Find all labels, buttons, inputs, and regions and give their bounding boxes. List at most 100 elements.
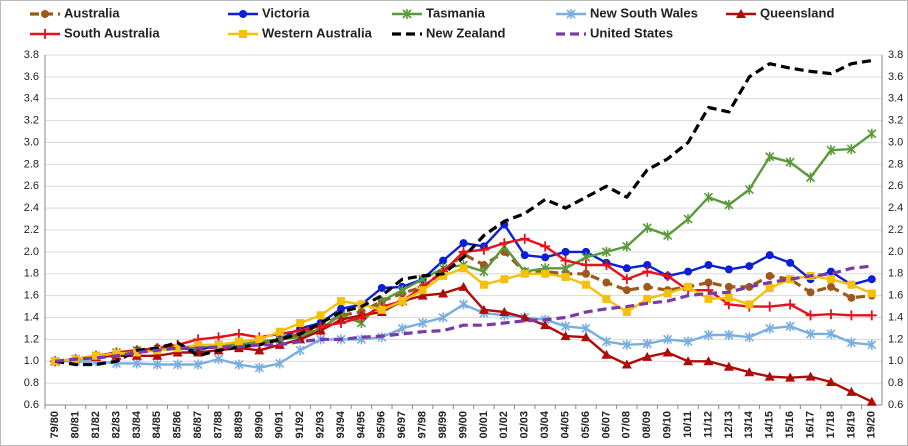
y2-tick-label: 3.6 <box>888 71 903 83</box>
marker <box>356 312 367 323</box>
marker <box>724 282 733 291</box>
y-tick-label: 1.6 <box>24 290 39 302</box>
x-tick-label: 90/91 <box>274 411 286 439</box>
x-tick-label: 18/19 <box>845 411 857 439</box>
y-tick-label: 3.6 <box>24 71 39 83</box>
y-tick-label: 2.4 <box>24 202 39 214</box>
marker <box>213 354 224 365</box>
marker <box>663 230 673 241</box>
x-tick-label: 96/97 <box>396 411 408 439</box>
x-tick-label: 80/81 <box>70 411 82 439</box>
x-tick-label: 97/98 <box>417 411 429 439</box>
y-tick-label: 0.8 <box>24 377 39 389</box>
marker <box>194 340 203 349</box>
marker <box>785 299 796 310</box>
legend-label: New Zealand <box>426 25 506 40</box>
marker <box>581 280 590 289</box>
marker <box>684 267 693 276</box>
marker <box>703 356 714 366</box>
y-tick-label: 3.0 <box>24 136 39 148</box>
y-tick-label: 3.8 <box>24 49 39 61</box>
marker <box>213 332 224 343</box>
marker <box>398 297 407 306</box>
x-tick-label: 04/05 <box>559 411 571 439</box>
marker <box>439 256 448 265</box>
marker <box>703 192 714 203</box>
marker <box>439 271 448 280</box>
marker <box>41 10 49 18</box>
marker <box>566 9 576 19</box>
marker <box>723 361 734 371</box>
marker <box>581 323 591 334</box>
legend-label: Western Australia <box>262 25 373 40</box>
x-tick-label: 06/07 <box>600 411 612 439</box>
x-tick-label: 85/86 <box>172 411 184 439</box>
x-tick-label: 05/06 <box>580 411 592 439</box>
marker <box>806 288 815 297</box>
marker <box>459 239 468 248</box>
marker <box>152 350 163 360</box>
y-tick-label: 2.2 <box>24 224 39 236</box>
marker <box>580 332 591 342</box>
y2-tick-label: 1.6 <box>888 290 903 302</box>
marker <box>397 323 407 334</box>
marker <box>40 29 50 39</box>
x-tick-label: 81/82 <box>90 411 102 439</box>
marker <box>867 289 876 298</box>
y-tick-label: 2.0 <box>24 246 39 258</box>
marker <box>724 293 733 302</box>
marker <box>736 9 746 18</box>
marker <box>846 386 857 396</box>
marker <box>622 339 632 350</box>
x-tick-label: 88/89 <box>233 411 245 439</box>
marker <box>478 244 489 255</box>
marker <box>846 144 856 155</box>
marker <box>337 297 346 306</box>
marker <box>499 307 510 317</box>
x-tick-label: 19/20 <box>866 411 878 439</box>
y-tick-label: 3.2 <box>24 115 39 127</box>
x-tick-label: 86/87 <box>192 411 204 439</box>
marker <box>397 285 407 296</box>
marker <box>500 275 509 284</box>
marker <box>479 280 488 289</box>
marker <box>846 310 857 321</box>
series-line <box>54 58 873 367</box>
legend: Australia Victoria Tasmania New South Wales… <box>30 5 834 40</box>
y2-tick-label: 3.8 <box>888 49 903 61</box>
marker <box>519 233 530 244</box>
legend-label: New South Wales <box>590 5 698 20</box>
marker <box>520 251 529 260</box>
marker <box>683 336 693 347</box>
marker <box>173 359 183 370</box>
marker <box>764 301 775 312</box>
legend-label: United States <box>590 25 673 40</box>
x-tick-label: 82/83 <box>110 411 122 439</box>
x-tick-label: 99/00 <box>457 411 469 439</box>
marker <box>805 172 816 183</box>
marker <box>233 328 244 339</box>
x-tick-label: 07/08 <box>621 411 633 439</box>
x-tick-label: 98/99 <box>437 411 449 439</box>
y2-tick-label: 2.0 <box>888 246 903 258</box>
x-tick-label: 89/90 <box>253 411 265 439</box>
marker <box>785 321 795 332</box>
y2-tick-label: 2.8 <box>888 158 903 170</box>
marker <box>418 286 427 295</box>
marker <box>580 260 591 270</box>
marker <box>642 351 653 361</box>
marker <box>704 294 713 303</box>
marker <box>704 261 713 269</box>
x-tick-label: 92/93 <box>315 411 327 439</box>
marker <box>826 275 835 284</box>
marker <box>402 9 412 19</box>
marker <box>642 266 653 277</box>
x-tick-label: 83/84 <box>131 410 143 438</box>
marker <box>239 30 247 38</box>
x-tick-label: 13/14 <box>743 410 755 438</box>
y2-tick-label: 0.8 <box>888 377 903 389</box>
y-tick-label: 2.8 <box>24 158 39 170</box>
marker <box>92 351 101 360</box>
marker <box>601 336 611 347</box>
